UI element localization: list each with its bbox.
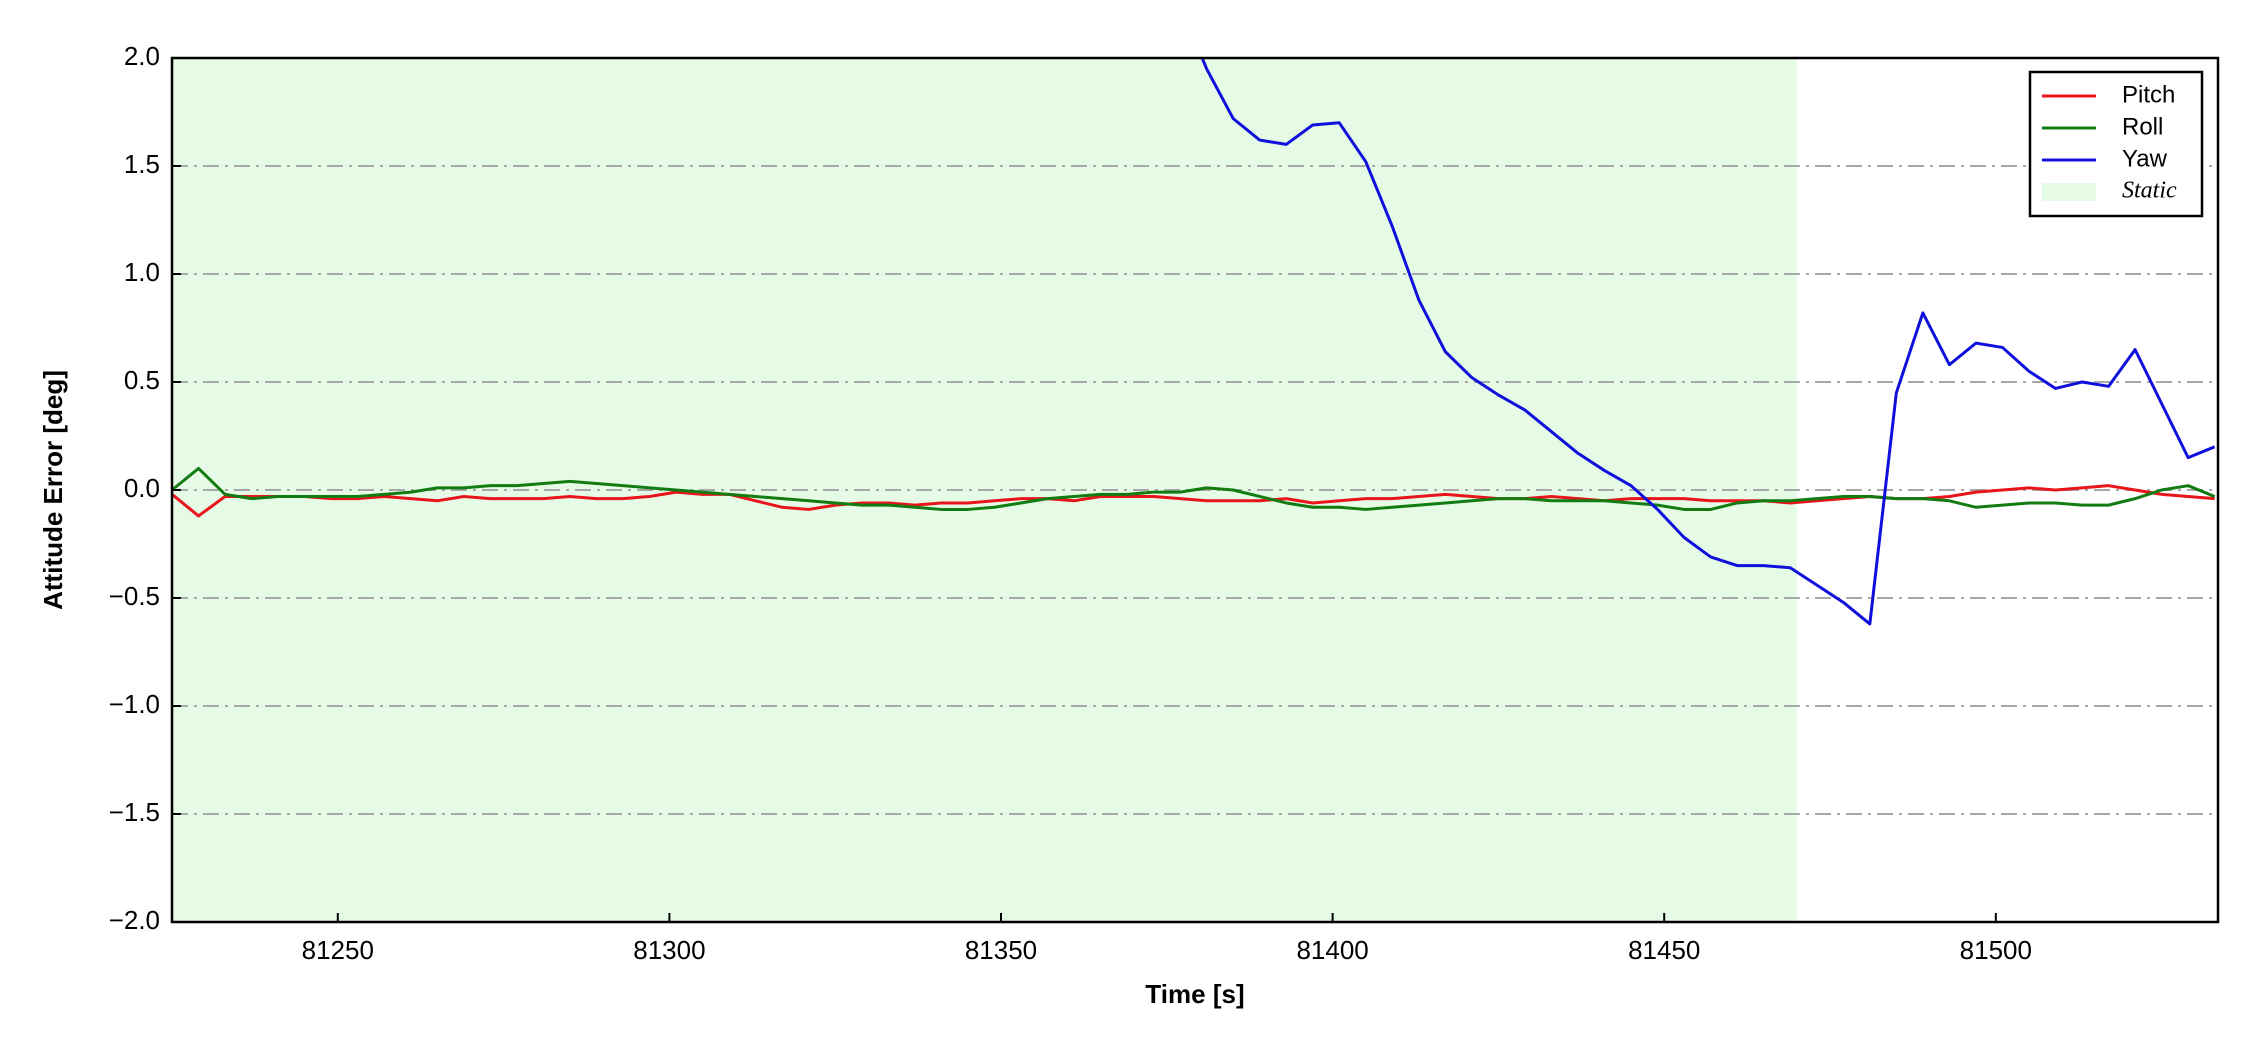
x-tick-label: 81400	[1296, 935, 1368, 965]
x-tick-label: 81450	[1628, 935, 1700, 965]
legend-label: Static	[2122, 178, 2177, 204]
y-tick-label: −2.0	[109, 905, 160, 935]
y-tick-label: −1.5	[109, 797, 160, 827]
x-tick-label: 81350	[965, 935, 1037, 965]
y-tick-label: −1.0	[109, 689, 160, 719]
x-axis-label: Time [s]	[1145, 979, 1244, 1009]
x-tick-label: 81500	[1960, 935, 2032, 965]
y-tick-label: 1.5	[124, 149, 160, 179]
legend-label: Pitch	[2122, 81, 2175, 108]
legend-label: Roll	[2122, 113, 2163, 140]
y-tick-label: 0.0	[124, 473, 160, 503]
y-tick-label: −0.5	[109, 581, 160, 611]
series-line	[172, 466, 2216, 511]
legend-swatch	[2042, 183, 2096, 201]
y-tick-label: 1.0	[124, 257, 160, 287]
y-tick-label: 2.0	[124, 41, 160, 71]
series-line	[1200, 58, 2216, 626]
legend-label: Yaw	[2122, 145, 2168, 172]
y-axis-label: Attitude Error [deg]	[38, 370, 68, 610]
y-tick-label: 0.5	[124, 365, 160, 395]
x-tick-label: 81300	[633, 935, 705, 965]
x-tick-label: 81250	[302, 935, 374, 965]
